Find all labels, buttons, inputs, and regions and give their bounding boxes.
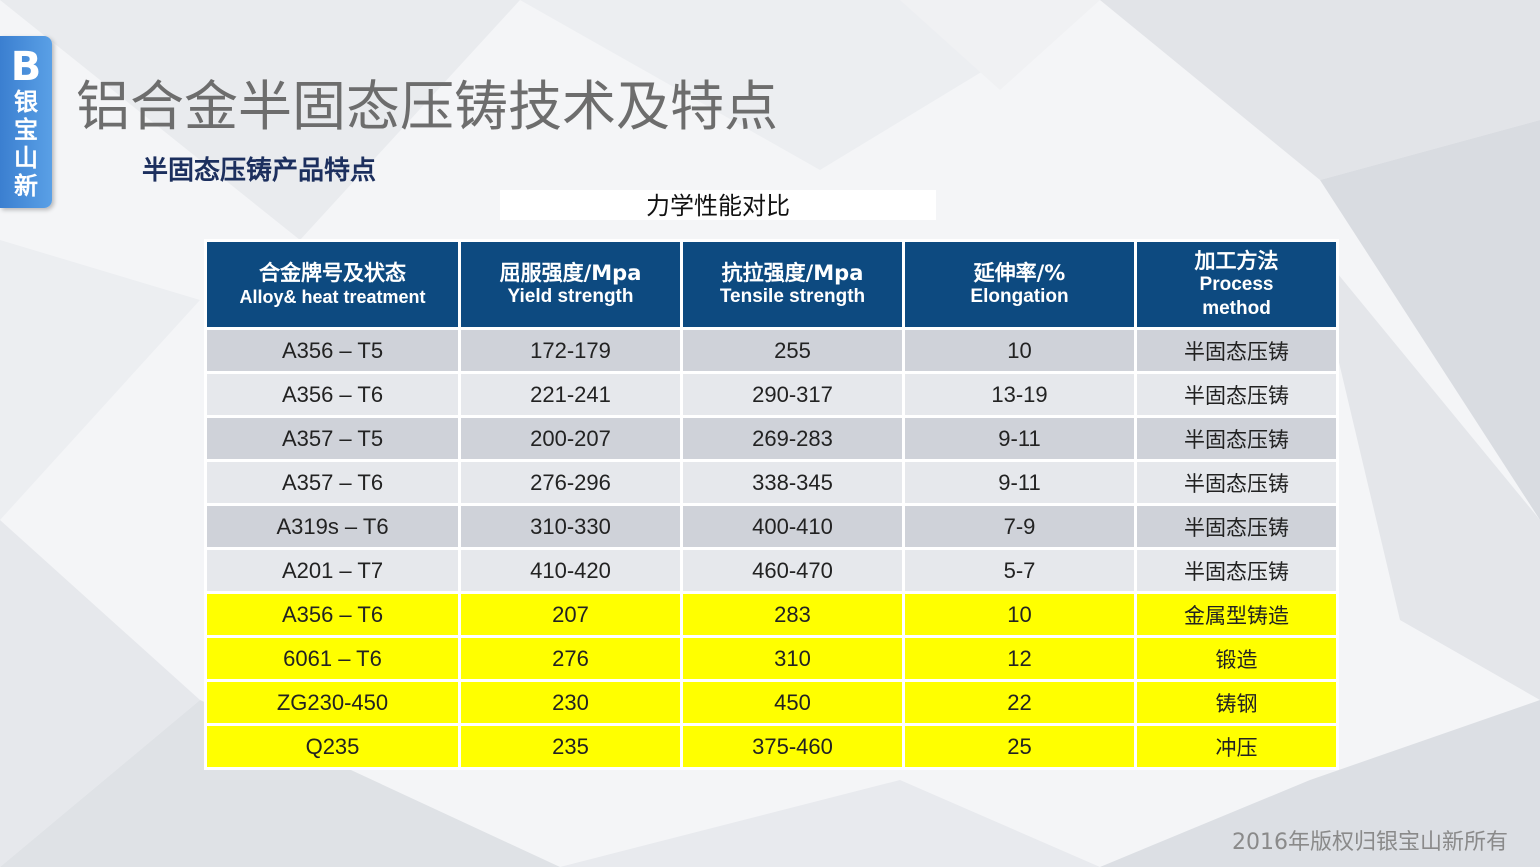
cell-tensile-strength: 450 <box>683 682 902 723</box>
cell-yield-strength: 207 <box>461 594 680 635</box>
table-header-row: 合金牌号及状态 Alloy& heat treatment 屈服强度/Mpa Y… <box>207 242 1336 327</box>
cell-alloy: ZG230-450 <box>207 682 458 723</box>
svg-text:B: B <box>11 44 42 90</box>
cell-alloy: A319s – T6 <box>207 506 458 547</box>
cell-process-method: 半固态压铸 <box>1137 550 1336 591</box>
header-tensile-strength: 抗拉强度/Mpa Tensile strength <box>683 242 902 327</box>
cell-tensile-strength: 460-470 <box>683 550 902 591</box>
brand-name-char: 山 <box>14 144 38 172</box>
cell-process-method: 半固态压铸 <box>1137 506 1336 547</box>
cell-tensile-strength: 283 <box>683 594 902 635</box>
cell-alloy: A357 – T6 <box>207 462 458 503</box>
header-process-method: 加工方法 Process method <box>1137 242 1336 327</box>
cell-process-method: 铸钢 <box>1137 682 1336 723</box>
brand-b-icon: B <box>11 44 42 90</box>
cell-process-method: 半固态压铸 <box>1137 462 1336 503</box>
cell-alloy: A356 – T6 <box>207 374 458 415</box>
header-elongation: 延伸率/% Elongation <box>905 242 1134 327</box>
table-row: A319s – T6 310-330 400-410 7-9 半固态压铸 <box>207 506 1336 547</box>
page-title: 铝合金半固态压铸技术及特点 <box>76 75 778 138</box>
cell-tensile-strength: 290-317 <box>683 374 902 415</box>
brand-name-char: 新 <box>14 172 38 200</box>
cell-alloy: Q235 <box>207 726 458 767</box>
section-subtitle: 半固态压铸产品特点 <box>142 156 377 186</box>
cell-elongation: 9-11 <box>905 418 1134 459</box>
table-row: A201 – T7 410-420 460-470 5-7 半固态压铸 <box>207 550 1336 591</box>
cell-alloy: A356 – T6 <box>207 594 458 635</box>
cell-tensile-strength: 338-345 <box>683 462 902 503</box>
cell-alloy: A201 – T7 <box>207 550 458 591</box>
cell-yield-strength: 172-179 <box>461 330 680 371</box>
cell-elongation: 9-11 <box>905 462 1134 503</box>
copyright-footer: 2016年版权归银宝山新所有 <box>1232 830 1508 855</box>
cell-tensile-strength: 269-283 <box>683 418 902 459</box>
table-caption: 力学性能对比 <box>500 190 936 220</box>
brand-logo: B 银 宝 山 新 <box>0 36 52 208</box>
table-row: 6061 – T6 276 310 12 锻造 <box>207 638 1336 679</box>
cell-elongation: 7-9 <box>905 506 1134 547</box>
table-row: A356 – T5 172-179 255 10 半固态压铸 <box>207 330 1336 371</box>
header-alloy: 合金牌号及状态 Alloy& heat treatment <box>207 242 458 327</box>
cell-tensile-strength: 375-460 <box>683 726 902 767</box>
table-row: A357 – T6 276-296 338-345 9-11 半固态压铸 <box>207 462 1336 503</box>
cell-yield-strength: 200-207 <box>461 418 680 459</box>
cell-alloy: A356 – T5 <box>207 330 458 371</box>
brand-name-char: 银 <box>14 88 38 116</box>
cell-yield-strength: 230 <box>461 682 680 723</box>
cell-yield-strength: 410-420 <box>461 550 680 591</box>
cell-elongation: 12 <box>905 638 1134 679</box>
cell-alloy: 6061 – T6 <box>207 638 458 679</box>
cell-process-method: 半固态压铸 <box>1137 330 1336 371</box>
cell-process-method: 半固态压铸 <box>1137 418 1336 459</box>
cell-tensile-strength: 400-410 <box>683 506 902 547</box>
cell-yield-strength: 276 <box>461 638 680 679</box>
table-row: Q235 235 375-460 25 冲压 <box>207 726 1336 767</box>
cell-elongation: 5-7 <box>905 550 1134 591</box>
cell-yield-strength: 276-296 <box>461 462 680 503</box>
cell-process-method: 半固态压铸 <box>1137 374 1336 415</box>
cell-elongation: 13-19 <box>905 374 1134 415</box>
cell-yield-strength: 235 <box>461 726 680 767</box>
table-row: ZG230-450 230 450 22 铸钢 <box>207 682 1336 723</box>
header-yield-strength: 屈服强度/Mpa Yield strength <box>461 242 680 327</box>
cell-yield-strength: 310-330 <box>461 506 680 547</box>
cell-tensile-strength: 310 <box>683 638 902 679</box>
mechanical-properties-table: 合金牌号及状态 Alloy& heat treatment 屈服强度/Mpa Y… <box>204 239 1339 770</box>
cell-elongation: 22 <box>905 682 1134 723</box>
brand-name-char: 宝 <box>14 116 38 144</box>
cell-process-method: 冲压 <box>1137 726 1336 767</box>
cell-process-method: 金属型铸造 <box>1137 594 1336 635</box>
table-row: A357 – T5 200-207 269-283 9-11 半固态压铸 <box>207 418 1336 459</box>
brand-name: 银 宝 山 新 <box>0 88 52 200</box>
cell-tensile-strength: 255 <box>683 330 902 371</box>
cell-elongation: 10 <box>905 594 1134 635</box>
cell-elongation: 10 <box>905 330 1134 371</box>
cell-yield-strength: 221-241 <box>461 374 680 415</box>
cell-alloy: A357 – T5 <box>207 418 458 459</box>
cell-process-method: 锻造 <box>1137 638 1336 679</box>
table-row: A356 – T6 207 283 10 金属型铸造 <box>207 594 1336 635</box>
cell-elongation: 25 <box>905 726 1134 767</box>
table-row: A356 – T6 221-241 290-317 13-19 半固态压铸 <box>207 374 1336 415</box>
